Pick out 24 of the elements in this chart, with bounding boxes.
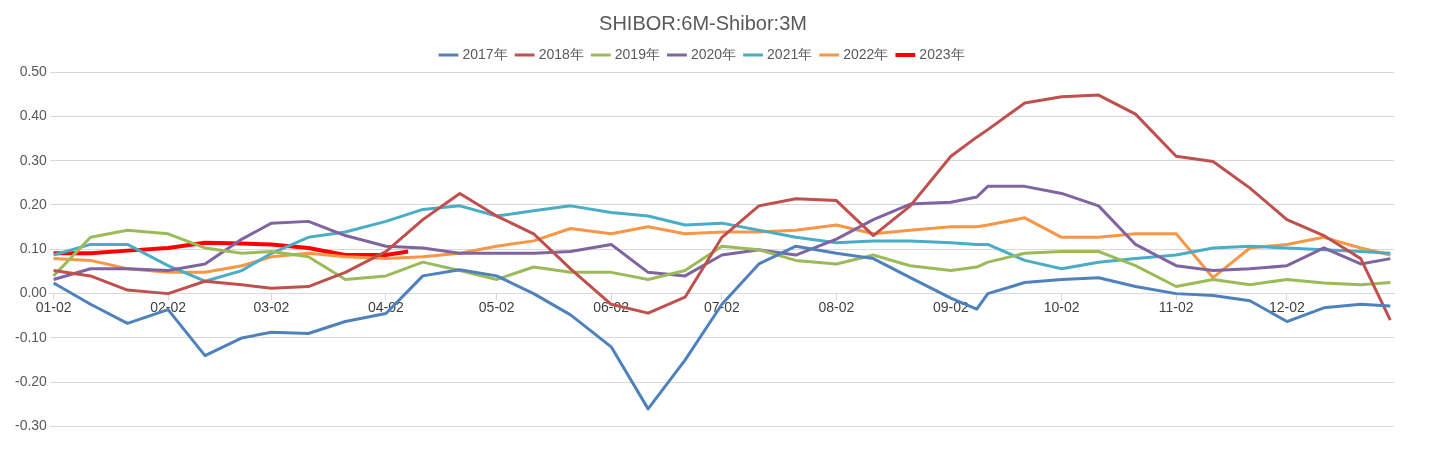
- y-tick-label: 0.20: [19, 195, 48, 212]
- y-tick-label: -0.20: [14, 373, 48, 390]
- legend-label: 2020年: [690, 45, 737, 62]
- y-tick-label: -0.10: [14, 328, 48, 345]
- x-tick-label: 11-02: [1158, 299, 1194, 316]
- y-tick-label: 0.00: [19, 284, 48, 301]
- y-tick-label: 0.40: [19, 107, 48, 124]
- y-tick-label: -0.30: [14, 417, 48, 434]
- legend-label: 2019年: [614, 45, 660, 62]
- x-tick-label: 05-02: [478, 299, 515, 316]
- x-tick-label: 08-02: [818, 299, 855, 316]
- y-tick-label: 0.50: [19, 62, 48, 79]
- legend-label: 2023年: [919, 45, 965, 62]
- y-tick-label: 0.10: [19, 240, 48, 257]
- legend-label: 2017年: [462, 45, 508, 62]
- y-tick-label: 0.30: [19, 151, 48, 168]
- x-tick-label: 01-02: [35, 299, 72, 316]
- x-tick-label: 12-02: [1269, 299, 1306, 316]
- legend-label: 2021年: [767, 45, 813, 62]
- x-tick-label: 10-02: [1043, 299, 1080, 316]
- legend-label: 2018年: [538, 45, 584, 62]
- x-tick-label: 03-02: [253, 299, 290, 316]
- chart-title: SHIBOR:6M-Shibor:3M: [599, 11, 807, 34]
- legend-label: 2022年: [843, 45, 889, 62]
